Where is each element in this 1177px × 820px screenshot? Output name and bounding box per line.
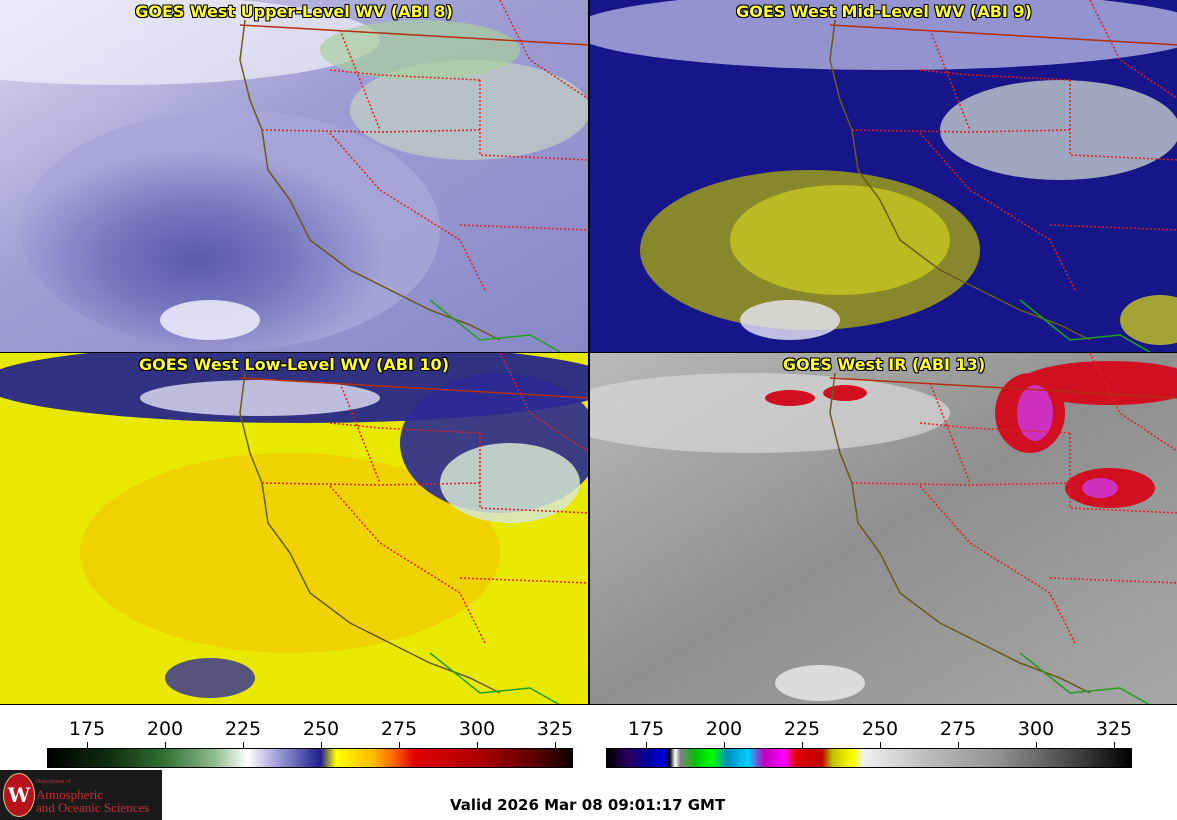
colorbar-tick-label: 300 <box>1017 718 1055 740</box>
panel-title: GOES West Low-Level WV (ABI 10) <box>138 355 449 374</box>
aos-logo: W Department of Atmospheric and Oceanic … <box>0 770 162 820</box>
colorbar-tick-mark <box>165 742 166 748</box>
uw-seal-icon: W <box>3 773 35 817</box>
colorbar-tick-mark <box>958 742 959 748</box>
low-level-wv-image <box>0 353 588 705</box>
colorbar-tick-mark <box>802 742 803 748</box>
colorbar-tick-label: 275 <box>380 718 418 740</box>
colorbar-tick-mark <box>243 742 244 748</box>
panel-title: GOES West Mid-Level WV (ABI 9) <box>736 2 1032 21</box>
colorbar-tick-mark <box>724 742 725 748</box>
upper-level-wv-image <box>0 0 588 352</box>
colorbar-tick-mark <box>321 742 322 748</box>
colorbar-tick-label: 325 <box>1095 718 1133 740</box>
colorbar-tick-mark <box>87 742 88 748</box>
wv-colorbar: 175 200 225 250 275 300 325 <box>47 712 573 772</box>
ir-image <box>590 353 1177 705</box>
colorbar-tick-mark <box>399 742 400 748</box>
colorbar-tick-label: 225 <box>224 718 262 740</box>
panel-mid-level-wv: GOES West Mid-Level WV (ABI 9) <box>590 0 1177 352</box>
mid-level-wv-image <box>590 0 1177 352</box>
colorbar-tick-label: 200 <box>146 718 184 740</box>
colorbar-tick-mark <box>1114 742 1115 748</box>
colorbar-tick-label: 250 <box>861 718 899 740</box>
bottom-divider <box>0 704 1177 705</box>
colorbar-tick-label: 275 <box>939 718 977 740</box>
ir-colorbar-ticks: 175 200 225 250 275 300 325 <box>606 712 1132 748</box>
colorbar-tick-label: 225 <box>783 718 821 740</box>
logo-department-label: Department of <box>36 779 71 785</box>
colorbar-tick-mark <box>880 742 881 748</box>
ir-colorbar: 175 200 225 250 275 300 325 <box>606 712 1132 772</box>
wv-colorbar-gradient <box>47 748 573 768</box>
colorbar-tick-mark <box>646 742 647 748</box>
panel-title: GOES West Upper-Level WV (ABI 8) <box>135 2 453 21</box>
valid-time-label: Valid 2026 Mar 08 09:01:17 GMT <box>450 796 726 814</box>
panel-divider-horizontal <box>0 352 1177 353</box>
panel-ir: GOES West IR (ABI 13) <box>590 353 1177 705</box>
wv-colorbar-ticks: 175 200 225 250 275 300 325 <box>47 712 573 748</box>
panel-upper-level-wv: GOES West Upper-Level WV (ABI 8) <box>0 0 588 352</box>
logo-line-1: Atmospheric <box>36 787 104 802</box>
colorbar-tick-label: 175 <box>68 718 106 740</box>
colorbar-tick-label: 300 <box>458 718 496 740</box>
colorbar-tick-mark <box>477 742 478 748</box>
colorbar-tick-mark <box>1036 742 1037 748</box>
panel-title: GOES West IR (ABI 13) <box>782 355 986 374</box>
panel-low-level-wv: GOES West Low-Level WV (ABI 10) <box>0 353 588 705</box>
colorbar-tick-label: 325 <box>536 718 574 740</box>
ir-colorbar-gradient <box>606 748 1132 768</box>
colorbar-tick-label: 200 <box>705 718 743 740</box>
colorbar-tick-label: 175 <box>627 718 665 740</box>
logo-line-2: and Oceanic Sciences <box>36 800 150 815</box>
colorbar-tick-mark <box>555 742 556 748</box>
colorbar-tick-label: 250 <box>302 718 340 740</box>
